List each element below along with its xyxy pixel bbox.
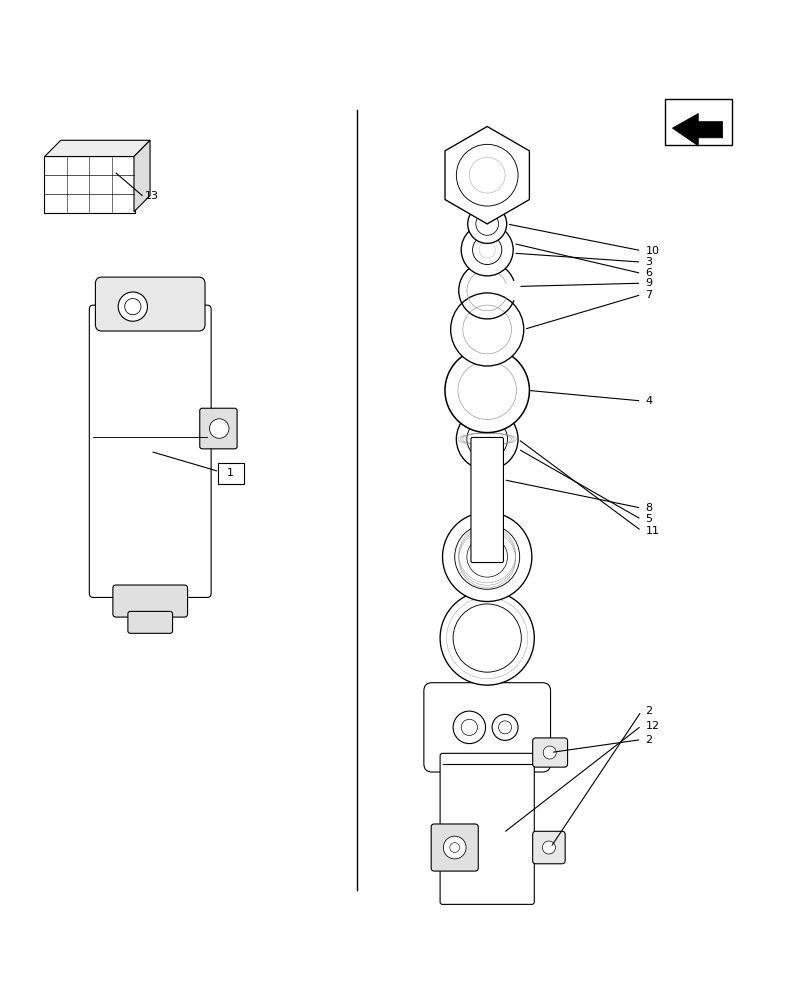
FancyBboxPatch shape <box>44 156 135 213</box>
Circle shape <box>491 714 517 740</box>
FancyBboxPatch shape <box>440 753 534 904</box>
FancyBboxPatch shape <box>470 437 503 563</box>
Circle shape <box>475 213 498 235</box>
Circle shape <box>450 293 523 366</box>
Circle shape <box>453 604 521 672</box>
FancyBboxPatch shape <box>89 305 211 597</box>
FancyBboxPatch shape <box>423 683 550 772</box>
FancyBboxPatch shape <box>664 99 731 145</box>
Circle shape <box>469 157 504 193</box>
FancyBboxPatch shape <box>431 824 478 871</box>
Text: 8: 8 <box>645 503 652 513</box>
Circle shape <box>466 537 507 577</box>
FancyBboxPatch shape <box>532 738 567 767</box>
Circle shape <box>543 746 556 759</box>
Text: 5: 5 <box>645 514 652 524</box>
Text: 10: 10 <box>645 246 659 256</box>
Text: 11: 11 <box>645 526 659 536</box>
Text: 2: 2 <box>645 706 652 716</box>
Circle shape <box>456 144 517 206</box>
Circle shape <box>440 591 534 685</box>
Text: 4: 4 <box>645 396 652 406</box>
Polygon shape <box>444 126 529 224</box>
Circle shape <box>444 348 529 433</box>
Circle shape <box>542 841 555 854</box>
FancyBboxPatch shape <box>128 611 172 633</box>
Text: 9: 9 <box>645 278 652 288</box>
Circle shape <box>456 408 517 470</box>
Text: 12: 12 <box>645 721 659 731</box>
Circle shape <box>461 719 477 735</box>
FancyBboxPatch shape <box>217 463 243 484</box>
Text: 2: 2 <box>645 735 652 745</box>
Circle shape <box>453 711 485 744</box>
Circle shape <box>125 299 141 315</box>
FancyBboxPatch shape <box>113 585 187 617</box>
Circle shape <box>443 836 466 859</box>
Circle shape <box>449 843 459 852</box>
Text: 3: 3 <box>645 257 652 267</box>
Circle shape <box>209 419 229 438</box>
Circle shape <box>461 224 513 276</box>
Polygon shape <box>45 140 150 157</box>
Text: 6: 6 <box>645 268 652 278</box>
Circle shape <box>472 235 501 265</box>
Circle shape <box>467 204 506 243</box>
Circle shape <box>498 721 511 734</box>
Circle shape <box>442 512 531 601</box>
FancyBboxPatch shape <box>532 831 564 864</box>
Circle shape <box>118 292 148 321</box>
Polygon shape <box>672 113 722 146</box>
FancyBboxPatch shape <box>95 277 204 331</box>
Text: 13: 13 <box>144 191 158 201</box>
Text: 7: 7 <box>645 290 652 300</box>
FancyBboxPatch shape <box>200 408 237 449</box>
Circle shape <box>462 305 511 354</box>
Text: 1: 1 <box>227 468 234 478</box>
Circle shape <box>478 242 495 258</box>
Circle shape <box>454 524 519 589</box>
Polygon shape <box>134 140 150 212</box>
Circle shape <box>457 361 516 420</box>
Circle shape <box>466 419 507 459</box>
